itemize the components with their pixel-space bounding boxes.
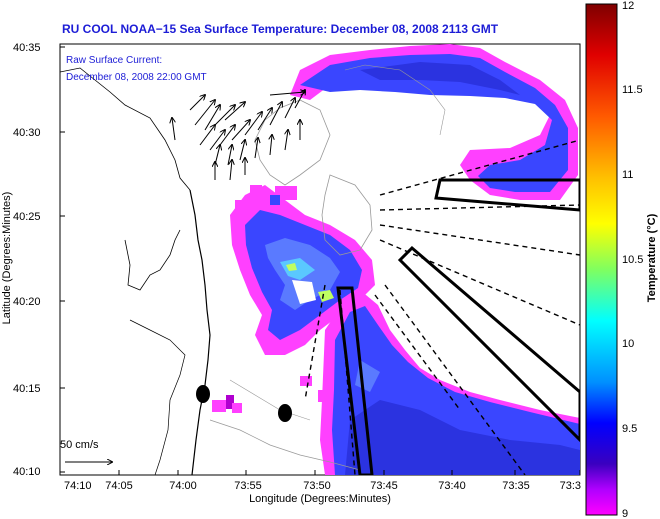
sst-scattered-patches [212,185,328,413]
y-axis: 40:35 40:30 40:25 40:20 40:15 40:10 Lati… [1,42,65,478]
y-tick: 40:20 [13,296,41,308]
map-title: RU COOL NOAA−15 Sea Surface Temperature:… [62,22,499,36]
colorbar-tick: 10.5 [622,254,643,266]
sampling-boxes [336,178,580,475]
x-axis: 74:10 74:05 74:00 73:55 73:50 73:45 73:4… [59,470,581,505]
y-tick: 40:25 [13,211,41,223]
colorbar-tick: 10 [622,338,634,350]
x-tick: 73:40 [438,480,466,492]
y-tick: 40:15 [13,383,41,395]
colorbar-tick: 11 [622,169,633,181]
colorbar-tick: 9 [622,508,628,519]
scale-label: 50 cm/s [60,439,99,451]
current-label: Raw Surface Current: [66,55,162,66]
x-tick: 73:55 [234,480,262,492]
station-marker [196,385,210,403]
colorbar-gradient [585,3,618,516]
x-tick: 73:3 [560,480,581,492]
colorbar-label: Temperature (°C) [646,213,658,302]
sst-southeast-region [320,290,580,475]
current-vectors [172,90,305,181]
x-axis-label: Longitude (Degrees:Minutes) [249,493,391,505]
x-tick: 73:50 [303,480,331,492]
radar-beam-lines [304,139,580,475]
x-tick: 73:45 [370,480,398,492]
x-tick: 74:05 [105,480,133,492]
coastline [60,64,446,475]
colorbar-tick: 11.5 [622,84,643,96]
y-tick: 40:30 [13,127,41,139]
x-tick: 74:10 [64,480,92,492]
x-tick: 73:35 [502,480,530,492]
y-tick: 40:35 [13,42,41,54]
y-tick: 40:10 [13,466,41,478]
station-marker [278,404,292,422]
colorbar-tick: 9.5 [622,423,637,435]
y-axis-label: Latitude (Degrees:Minutes) [1,192,13,325]
colorbar-tick: 12 [622,0,634,12]
colorbar: 12 11.5 11 10.5 10 9.5 9 Temperature (°C… [585,0,658,519]
x-tick: 74:00 [169,480,197,492]
current-timestamp: December 08, 2008 22:00 GMT [66,72,207,83]
